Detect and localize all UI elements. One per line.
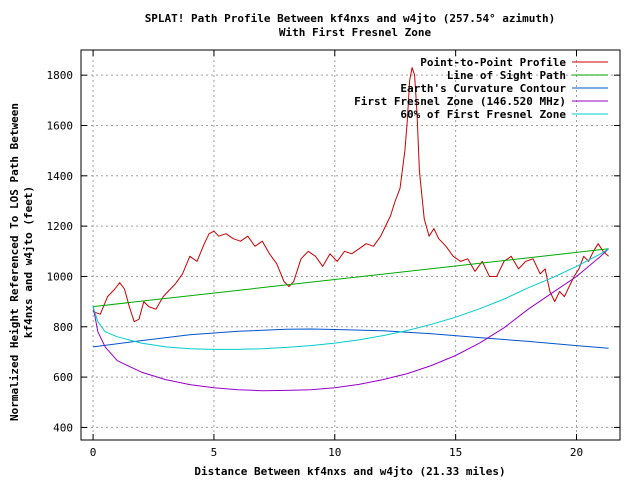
plot-frame — [80, 49, 621, 441]
x-tick-label: 0 — [90, 446, 97, 459]
y-tick-label: 1800 — [47, 69, 74, 82]
profile-line — [92, 67, 609, 323]
y-axis-label-line-1: Normalized Height Referenced To LOS Path… — [8, 103, 21, 421]
legend-line-of-sight-label: Line of Sight Path — [447, 69, 566, 82]
legend-fresnel-zone-label: First Fresnel Zone (146.520 MHz) — [354, 95, 566, 108]
fresnel-60-line — [92, 248, 609, 350]
y-axis-label-line-2: kf4nxs and w4jto (feet) — [22, 186, 35, 338]
x-tick-label: 20 — [570, 446, 583, 459]
line-of-sight-line — [93, 248, 609, 308]
y-tick-label: 1000 — [47, 270, 74, 283]
y-tick-label: 800 — [53, 321, 73, 334]
earth-curvature-line — [93, 328, 609, 349]
x-tick-label: 5 — [211, 446, 218, 459]
legend-profile-label: Point-to-Point Profile — [420, 56, 566, 69]
y-tick-label: 1200 — [47, 220, 74, 233]
x-axis-label: Distance Between kf4nxs and w4jto (21.33… — [194, 465, 505, 478]
x-tick-label: 10 — [328, 446, 341, 459]
y-tick-label: 1600 — [47, 119, 74, 132]
y-tick-label: 600 — [53, 371, 73, 384]
y-tick-label: 400 — [53, 421, 73, 434]
fresnel-zone-line — [92, 248, 609, 392]
x-axis-ticks: 0 5 10 15 20 — [90, 50, 583, 459]
legend-earth-curvature-label: Earth's Curvature Contour — [400, 82, 566, 95]
chart-subtitle: With First Fresnel Zone — [279, 26, 432, 39]
legend-fresnel-60-label: 60% of First Fresnel Zone — [400, 108, 566, 121]
chart-title: SPLAT! Path Profile Between kf4nxs and w… — [145, 12, 556, 25]
grid-lines — [81, 50, 620, 440]
series-lines — [92, 67, 609, 392]
y-axis-ticks: 400 600 800 1000 1200 1400 1600 1800 — [47, 69, 620, 434]
y-tick-label: 1400 — [47, 170, 74, 183]
x-tick-label: 15 — [449, 446, 462, 459]
